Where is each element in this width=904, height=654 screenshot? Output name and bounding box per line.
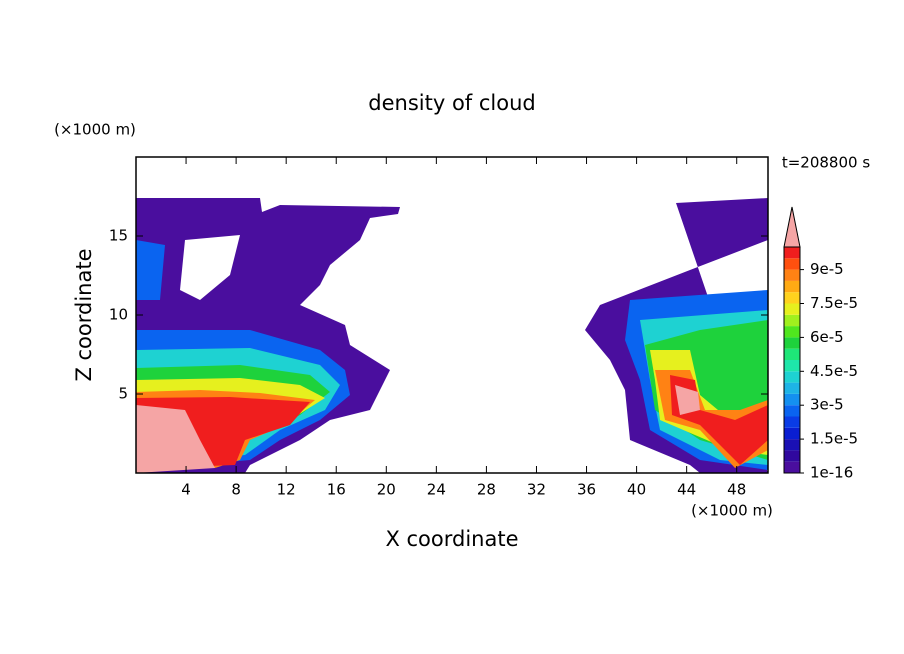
x-tick-label: 28 [477,481,496,499]
x-tick-label: 36 [577,481,596,499]
hole [180,235,240,300]
colorbar-band [784,461,800,473]
colorbar-band [784,416,800,428]
colorbar-over [783,206,801,248]
colorbar-tick-label: 9e-5 [810,260,844,278]
colorbar-band [784,269,800,281]
x-unit: (×1000 m) [691,502,773,520]
colorbar-band [784,314,800,327]
colorbar-band [784,280,800,293]
colorbar-frame [783,246,801,474]
colorbar-band [784,439,800,451]
x-tick-label: 20 [377,481,396,499]
colorbar-band [784,371,800,383]
y-tick-label: 10 [109,306,128,324]
x-tick-label: 16 [327,481,346,499]
colorbar-band [784,247,800,259]
x-tick-label: 8 [231,481,241,499]
y-tick-label: 5 [118,385,128,403]
chart-title: density of cloud [368,91,535,115]
colorbar-band [784,393,800,406]
x-tick-label: 40 [627,481,646,499]
colorbar-tick-label: 6e-5 [810,328,844,346]
colorbar-band [784,337,800,349]
colorbar-tick-label: 1.5e-5 [810,430,858,448]
contour-region [675,385,700,415]
colorbar-tick-label: 3e-5 [810,396,844,414]
x-tick-label: 44 [677,481,696,499]
colorbar-band [784,427,800,440]
x-tick-label: 12 [277,481,296,499]
x-tick-label: 4 [181,481,191,499]
contour-region [136,240,165,300]
colorbar-band [784,292,800,304]
y-tick-label: 15 [109,227,128,245]
x-tick-label: 32 [527,481,546,499]
x-axis-label: X coordinate [385,527,518,551]
colorbar-band [784,450,800,462]
colorbar-band [784,405,800,417]
colorbar-tick-label: 4.5e-5 [810,362,858,380]
y-unit: (×1000 m) [54,121,136,139]
colorbar-tick-label: 1e-16 [810,464,853,482]
contour-region [136,405,215,473]
colorbar-tick-label: 7.5e-5 [810,294,858,312]
colorbar-band [784,348,800,360]
colorbar-band [784,258,800,270]
x-tick-label: 48 [727,481,746,499]
x-tick-label: 24 [427,481,446,499]
colorbar-band [784,382,800,394]
time-label: t=208800 s [782,154,870,172]
colorbar-band [784,326,800,338]
colorbar-band [784,360,800,372]
y-axis-label: Z coordinate [72,248,96,381]
colorbar-band [784,303,800,315]
